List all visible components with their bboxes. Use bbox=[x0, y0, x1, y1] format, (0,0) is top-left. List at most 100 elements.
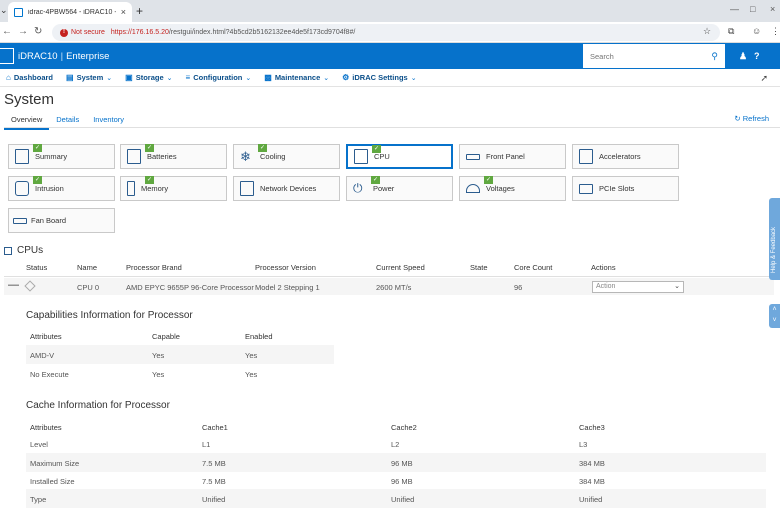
menu-maintenance[interactable]: ▩ Maintenance ⌄ bbox=[264, 73, 329, 82]
tile-cpu[interactable]: ✓ CPU bbox=[346, 144, 453, 169]
accelerator-icon bbox=[579, 149, 593, 164]
tile-cooling[interactable]: ❄ ✓ Cooling bbox=[233, 144, 340, 169]
home-icon: ⌂ bbox=[6, 73, 11, 82]
menu-idrac-settings[interactable]: ⚙ iDRAC Settings ⌄ bbox=[342, 73, 416, 82]
tile-batteries[interactable]: ✓ Batteries bbox=[120, 144, 227, 169]
table-row: — CPU 0 AMD EPYC 9655P 96-Core Processor… bbox=[4, 278, 774, 295]
col-version: Processor Version bbox=[255, 263, 316, 272]
tile-label: PCIe Slots bbox=[599, 184, 635, 193]
cache1-cell: 7.5 MB bbox=[202, 459, 226, 468]
col-name: Name bbox=[77, 263, 98, 272]
menu-label: Maintenance bbox=[274, 73, 321, 82]
scroll-toggle-button[interactable]: ˄ ˅ bbox=[769, 304, 780, 328]
table-row: No Execute Yes Yes bbox=[26, 364, 334, 383]
close-tab-icon[interactable]: × bbox=[120, 7, 126, 17]
new-tab-icon[interactable]: + bbox=[136, 4, 144, 18]
storage-icon: ▣ bbox=[125, 73, 133, 82]
gauge-icon bbox=[466, 184, 480, 193]
forward-icon[interactable]: → bbox=[18, 26, 28, 37]
refresh-button[interactable]: ↻ Refresh bbox=[734, 114, 769, 123]
menu-label: iDRAC Settings bbox=[352, 73, 408, 82]
idrac-settings-icon: ⚙ bbox=[342, 73, 350, 82]
pin-icon[interactable]: ➚ bbox=[760, 73, 768, 83]
search-input[interactable] bbox=[590, 51, 712, 61]
tile-label: Voltages bbox=[486, 184, 515, 193]
col-capable: Capable bbox=[152, 332, 180, 341]
check-icon: ✓ bbox=[371, 176, 380, 184]
cache3-cell: 384 MB bbox=[579, 477, 605, 486]
menu-configuration[interactable]: ≡ Configuration ⌄ bbox=[186, 73, 252, 82]
check-icon: ✓ bbox=[145, 144, 154, 152]
search-icon[interactable]: ⚲ bbox=[711, 50, 718, 61]
help-icon[interactable]: ? bbox=[754, 51, 760, 61]
browser-tab[interactable]: idrac-4PBW564 - iDRAC10 - Sys × bbox=[8, 2, 132, 22]
enabled-cell: Yes bbox=[245, 370, 258, 379]
tab-details[interactable]: Details bbox=[56, 115, 80, 124]
bookmark-star-icon[interactable]: ☆ bbox=[703, 26, 712, 36]
status-icon bbox=[24, 280, 36, 292]
collapse-icon[interactable]: — bbox=[8, 279, 19, 291]
address-bar[interactable]: Not secure https://176.16.5.20 /restgui/… bbox=[52, 24, 720, 41]
cpu-chip-icon bbox=[4, 246, 12, 255]
capabilities-title: Capabilities Information for Processor bbox=[26, 310, 193, 321]
close-window-icon[interactable]: × bbox=[770, 4, 776, 14]
col-brand: Processor Brand bbox=[126, 263, 182, 272]
app-header: iDRAC10|Enterprise ⚲ ♟ ? bbox=[0, 43, 780, 69]
action-select-value: Action bbox=[596, 283, 616, 290]
front-panel-icon bbox=[466, 153, 480, 160]
reload-icon[interactable]: ↻ bbox=[34, 26, 43, 37]
back-icon[interactable]: ← bbox=[2, 26, 12, 37]
not-secure-badge[interactable]: Not secure bbox=[60, 28, 105, 37]
user-icon[interactable]: ♟ bbox=[739, 51, 748, 61]
browser-menu-icon[interactable]: ⋮ bbox=[771, 26, 780, 36]
extensions-icon[interactable]: ⧉ bbox=[728, 26, 735, 36]
battery-icon bbox=[127, 149, 141, 164]
maximize-icon[interactable]: □ bbox=[750, 4, 756, 14]
menu-label: System bbox=[76, 73, 104, 82]
tile-accelerators[interactable]: Accelerators bbox=[572, 144, 679, 169]
tab-inventory[interactable]: Inventory bbox=[93, 115, 125, 124]
col-state: State bbox=[470, 263, 488, 272]
tile-voltages[interactable]: ✓ Voltages bbox=[459, 176, 566, 201]
col-speed: Current Speed bbox=[376, 263, 425, 272]
tile-pcie-slots[interactable]: PCIe Slots bbox=[572, 176, 679, 201]
tab-overview[interactable]: Overview bbox=[4, 113, 50, 130]
cpu-cores: 96 bbox=[514, 283, 523, 292]
menu-storage[interactable]: ▣ Storage ⌄ bbox=[125, 73, 172, 82]
tile-network-devices[interactable]: Network Devices bbox=[233, 176, 340, 201]
action-select[interactable]: Action ⌄ bbox=[592, 281, 684, 293]
col-attributes: Attributes bbox=[30, 332, 62, 341]
cache2-cell: 96 MB bbox=[391, 459, 413, 468]
cache-title: Cache Information for Processor bbox=[26, 400, 170, 411]
check-icon: ✓ bbox=[33, 144, 42, 152]
enabled-cell: Yes bbox=[245, 351, 258, 360]
tile-label: Network Devices bbox=[260, 184, 317, 193]
capable-cell: Yes bbox=[152, 351, 165, 360]
tile-front-panel[interactable]: Front Panel bbox=[459, 144, 566, 169]
tile-label: Power bbox=[373, 184, 395, 193]
tile-power[interactable]: ⏻ ✓ Power bbox=[346, 176, 453, 201]
browser-tab-title: idrac-4PBW564 - iDRAC10 - Sys bbox=[28, 8, 116, 16]
refresh-label: Refresh bbox=[742, 114, 769, 123]
tile-label: Batteries bbox=[147, 152, 177, 161]
help-feedback-tab[interactable]: Help & Feedback bbox=[769, 198, 780, 280]
tile-intrusion[interactable]: ✓ Intrusion bbox=[8, 176, 115, 201]
chevron-down-icon: ⌄ bbox=[106, 74, 113, 82]
table-row: Level L1 L2 L3 bbox=[26, 434, 766, 453]
feedback-label: Help & Feedback bbox=[771, 226, 777, 273]
tile-summary[interactable]: ✓ Summary bbox=[8, 144, 115, 169]
favicon-icon bbox=[14, 7, 23, 17]
edition-name: Enterprise bbox=[66, 51, 110, 62]
minimize-icon[interactable]: — bbox=[730, 4, 739, 14]
check-icon: ✓ bbox=[484, 176, 493, 184]
menu-dashboard[interactable]: ⌂ Dashboard bbox=[6, 73, 53, 82]
tile-fan-board[interactable]: Fan Board bbox=[8, 208, 115, 233]
table-row: Type Unified Unified Unified bbox=[26, 489, 766, 508]
capable-cell: Yes bbox=[152, 370, 165, 379]
tile-memory[interactable]: ✓ Memory bbox=[120, 176, 227, 201]
profile-icon[interactable]: ☺ bbox=[752, 26, 762, 36]
menu-system[interactable]: ▤ System ⌄ bbox=[66, 73, 112, 82]
cpus-section-header: CPUs bbox=[4, 245, 43, 256]
memory-icon bbox=[127, 181, 135, 196]
tab-search-icon[interactable]: ⌄ bbox=[0, 5, 8, 15]
